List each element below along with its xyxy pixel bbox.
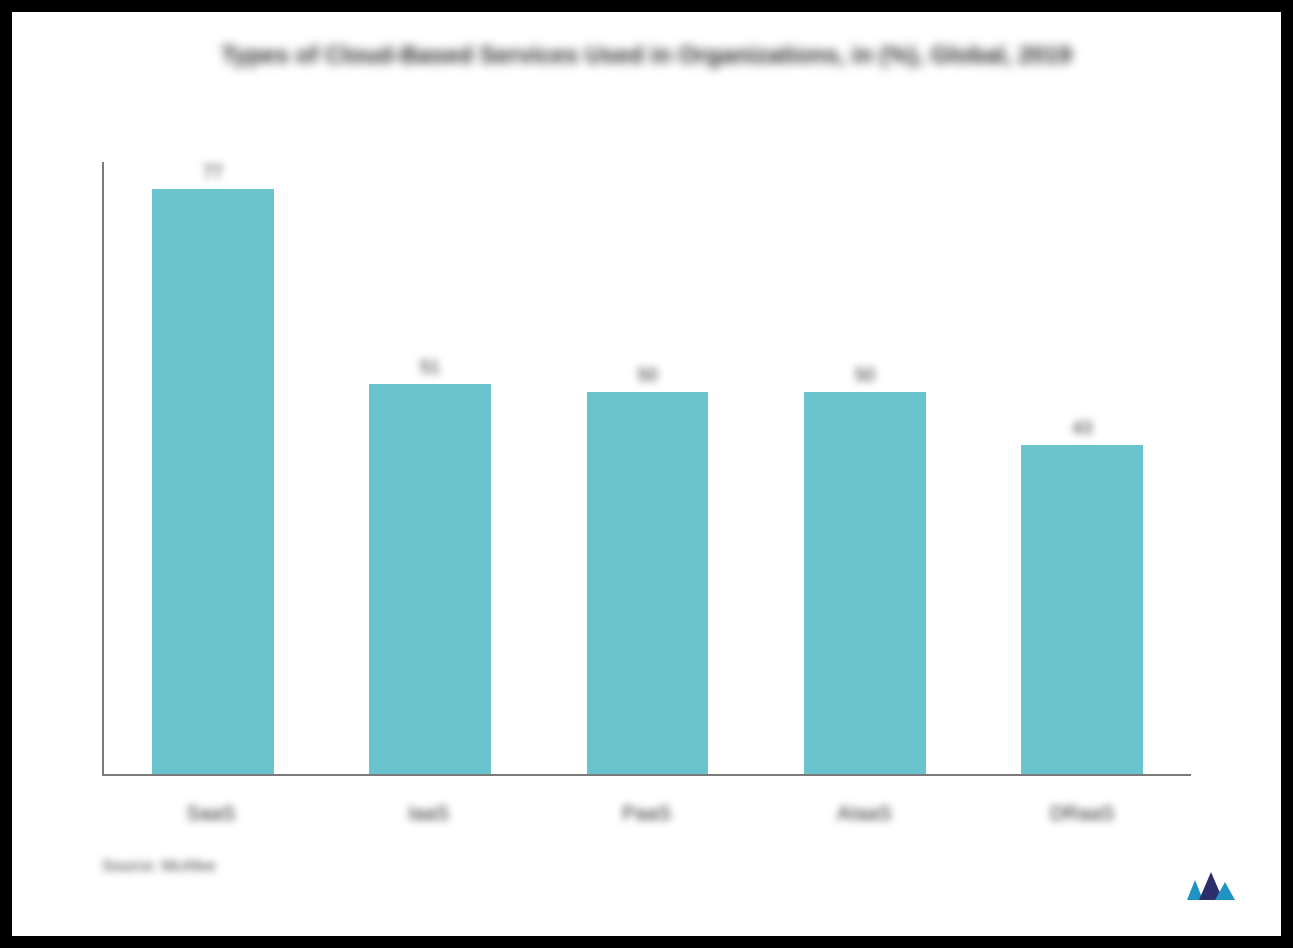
bar-slot: 51 (321, 162, 538, 774)
x-axis-category-label: SaaS (102, 803, 320, 826)
x-axis-category-label: AIaaS (755, 803, 973, 826)
x-axis-labels: SaaSIaaSPaaSAIaaSDRaaS (102, 803, 1191, 826)
chart-title: Types of Cloud-Based Services Used in Or… (12, 12, 1281, 80)
x-axis-category-label: IaaS (320, 803, 538, 826)
x-axis-category-label: DRaaS (973, 803, 1191, 826)
brand-logo (1185, 866, 1241, 906)
bar-slot: 50 (539, 162, 756, 774)
plot-region: 77 51 50 50 43 (102, 162, 1191, 776)
bar-slot: 77 (104, 162, 321, 774)
x-axis-category-label: PaaS (538, 803, 756, 826)
bar (1021, 445, 1143, 774)
bar (804, 392, 926, 775)
bar-value-label: 77 (203, 162, 223, 183)
bar (587, 392, 709, 775)
chart-frame: Types of Cloud-Based Services Used in Or… (0, 0, 1293, 948)
bar-value-label: 51 (420, 357, 440, 378)
bar (152, 189, 274, 774)
bar-value-label: 50 (638, 365, 658, 386)
bar-value-label: 50 (855, 365, 875, 386)
bar-slot: 50 (756, 162, 973, 774)
bar-value-label: 43 (1072, 418, 1092, 439)
bar (369, 384, 491, 774)
bar-slot: 43 (974, 162, 1191, 774)
source-attribution: Source: McAfee (102, 858, 216, 876)
